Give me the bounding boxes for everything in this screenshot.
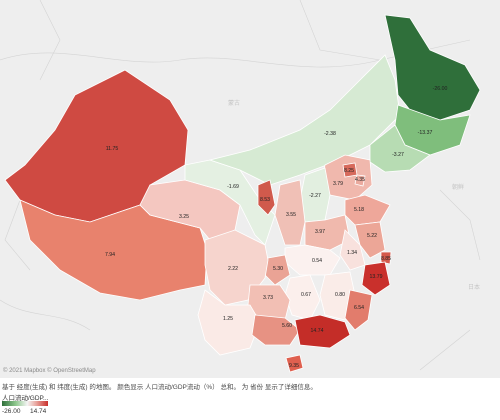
region-value-tianjin: 4.35 [355,177,365,183]
region-value-shanxi: -2.27 [309,193,321,199]
region-value-shandong: 5.18 [354,207,364,213]
region-value-chongqing: 5.30 [273,266,283,272]
region-value-guangdong: 14.74 [311,328,324,334]
region-fujian[interactable] [344,289,373,331]
region-value-fujian: 6.54 [354,305,364,311]
legend-title: 人口流动/GDP... [2,395,49,402]
region-qinghai[interactable] [139,179,241,241]
region-shaanxi[interactable] [274,179,306,246]
region-value-liaoning: -3.27 [392,152,404,158]
region-heilongjiang[interactable] [384,14,481,121]
region-value-jiangsu: 5.22 [367,233,377,239]
region-value-henan: 3.97 [315,229,325,235]
map-canvas[interactable]: 11.75 7.94 3.25 -1.69 -2.38 -26.00 -13.37 -3.27… [0,0,500,378]
region-value-shaanxi: 3.55 [286,212,296,218]
region-value-xizang: 7.94 [105,252,115,258]
region-jiangsu[interactable] [354,221,386,259]
region-shandong[interactable] [344,194,391,226]
region-value-shanghai: 8.85 [381,256,391,262]
basemap-label-mongolia: 蒙古 [228,100,241,107]
map-attribution[interactable]: © 2021 Mapbox © OpenStreetMap [3,368,96,374]
region-tianjin[interactable] [354,174,366,187]
region-value-neimenggu: -2.38 [324,131,336,137]
region-value-hebei: 3.79 [333,181,343,187]
map-caption: 基于 经度(生成) 和 纬度(生成) 的地图。 颜色显示 人口流动/GDP流动（… [2,384,317,391]
region-hainan[interactable] [285,354,304,373]
region-value-anhui: 1.34 [347,250,357,256]
region-anhui[interactable] [339,229,366,271]
region-value-beijing: 8.25 [344,168,354,174]
region-value-yunnan: 1.25 [223,316,233,322]
region-value-xinjiang: 11.75 [106,146,119,152]
region-liaoning[interactable] [369,124,431,173]
basemap-borders [0,0,481,371]
region-value-zhejiang: 13.79 [370,274,383,280]
region-zhejiang[interactable] [361,261,391,296]
region-value-guizhou: 3.73 [263,295,273,301]
region-value-hunan: 0.67 [301,292,311,298]
region-value-hainan: 9.35 [289,363,299,369]
region-guangdong[interactable] [294,314,351,349]
region-value-hubei: 0.54 [312,258,322,264]
region-value-guangxi: 5.60 [282,323,292,329]
region-ningxia[interactable] [257,179,276,216]
region-jiangxi[interactable] [319,271,356,321]
region-neimenggu[interactable] [208,54,401,186]
legend-min-label: -26.00 [2,408,21,415]
basemap-label-korea: 朝鲜 [452,184,465,191]
region-guangxi[interactable] [251,314,301,346]
region-value-gansu: -1.69 [227,184,239,190]
region-shanghai[interactable] [380,251,392,265]
legend-color-ramp [2,401,48,406]
choropleth-map[interactable]: 11.75 7.94 3.25 -1.69 -2.38 -26.00 -13.37 -3.27… [0,0,500,378]
region-value-sichuan: 2.22 [228,266,238,272]
region-value-jilin: -13.37 [418,130,433,136]
region-value-ningxia: 8.53 [260,197,270,203]
region-yunnan[interactable] [197,289,261,356]
legend-max-label: 14.74 [30,408,47,415]
region-value-heilongjiang: -26.00 [433,86,448,92]
value-labels: 11.75 7.94 3.25 -1.69 -2.38 -26.00 -13.37 -3.27… [105,86,448,369]
region-value-jiangxi: 0.80 [335,292,345,298]
basemap-label-japan: 日本 [468,284,481,291]
region-value-qinghai: 3.25 [179,214,189,220]
